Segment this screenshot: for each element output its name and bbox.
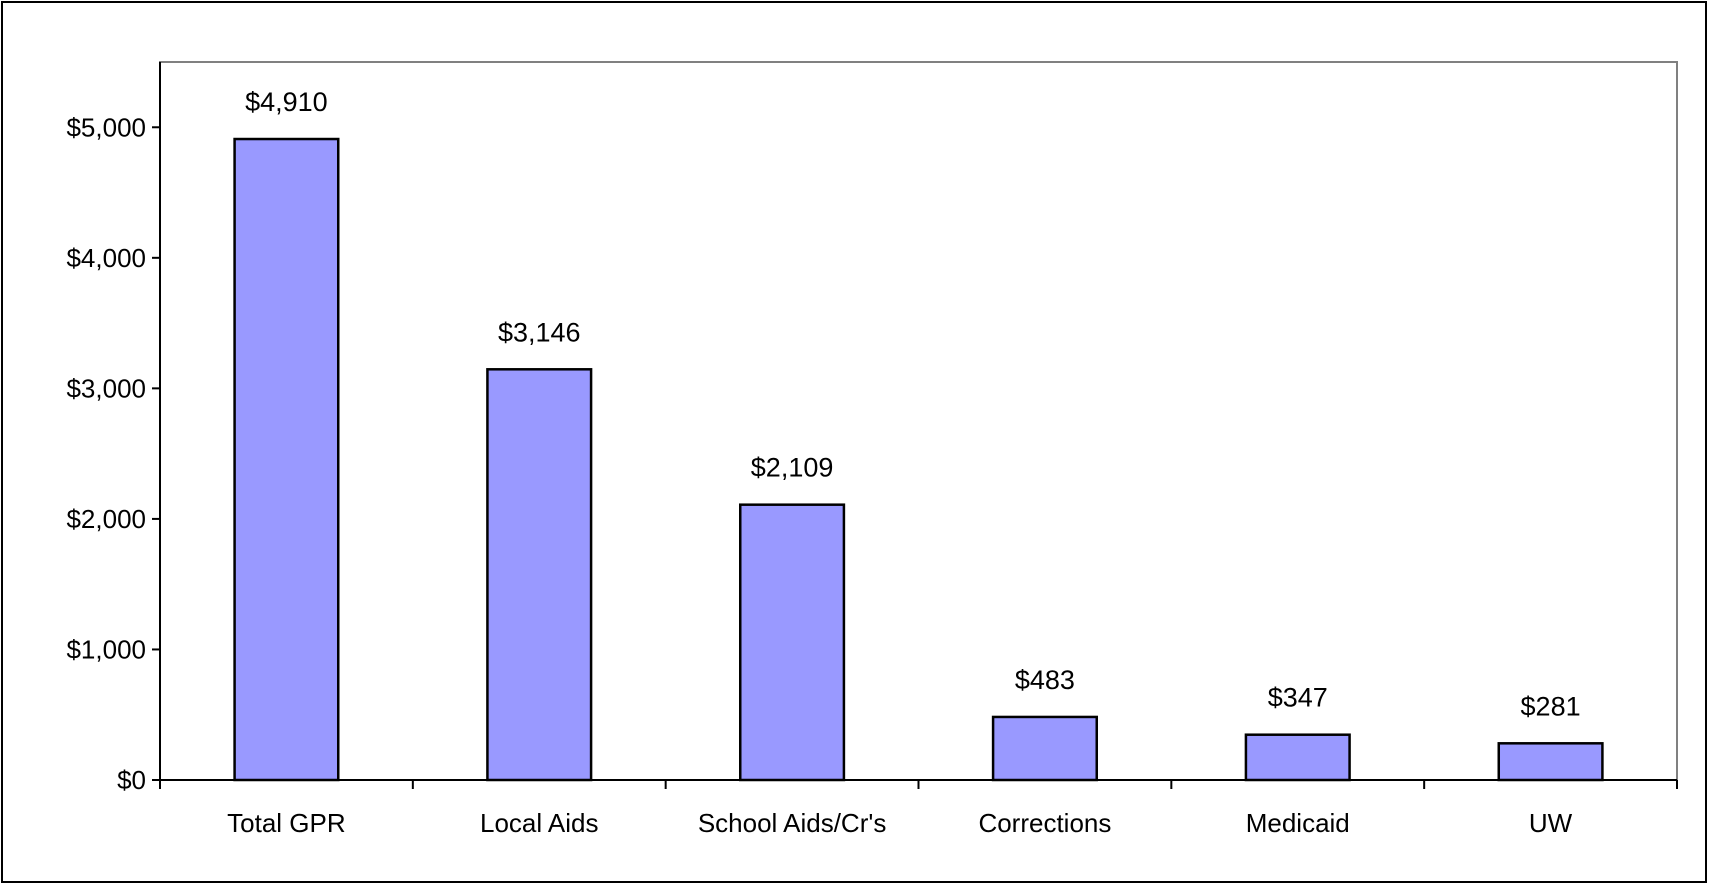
bar-data-label: $4,910 <box>245 87 328 117</box>
bar <box>486 368 593 782</box>
y-tick-label: $0 <box>117 765 146 795</box>
bar <box>233 137 340 782</box>
data-labels: $4,910 $3,146 $2,109 $483 $347 $281 <box>245 87 1581 721</box>
y-tick-label: $4,000 <box>66 243 146 273</box>
bar-data-label: $2,109 <box>751 453 834 483</box>
bar-data-label: $347 <box>1268 683 1328 713</box>
bar-data-label: $483 <box>1015 665 1075 695</box>
bar <box>739 503 846 782</box>
y-tick-label: $2,000 <box>66 504 146 534</box>
bar <box>1244 733 1351 782</box>
y-axis: $0 $1,000 $2,000 $3,000 $4,000 $5,000 <box>66 62 161 795</box>
bar <box>1497 742 1604 782</box>
plot-area <box>159 61 1678 781</box>
bar <box>991 715 1098 782</box>
bars <box>233 137 1604 782</box>
x-category-label: Corrections <box>978 808 1111 838</box>
y-tick-label: $1,000 <box>66 634 146 664</box>
y-tick-label: $3,000 <box>66 373 146 403</box>
y-tick-label: $5,000 <box>66 112 146 142</box>
x-axis: Total GPR Local Aids School Aids/Cr's Corre… <box>159 779 1678 838</box>
bar-data-label: $3,146 <box>498 317 581 347</box>
bar-data-label: $281 <box>1521 691 1581 721</box>
x-category-label: Total GPR <box>227 808 346 838</box>
x-category-label: UW <box>1529 808 1573 838</box>
x-category-label: Local Aids <box>480 808 599 838</box>
x-category-label: Medicaid <box>1246 808 1350 838</box>
x-category-label: School Aids/Cr's <box>698 808 887 838</box>
